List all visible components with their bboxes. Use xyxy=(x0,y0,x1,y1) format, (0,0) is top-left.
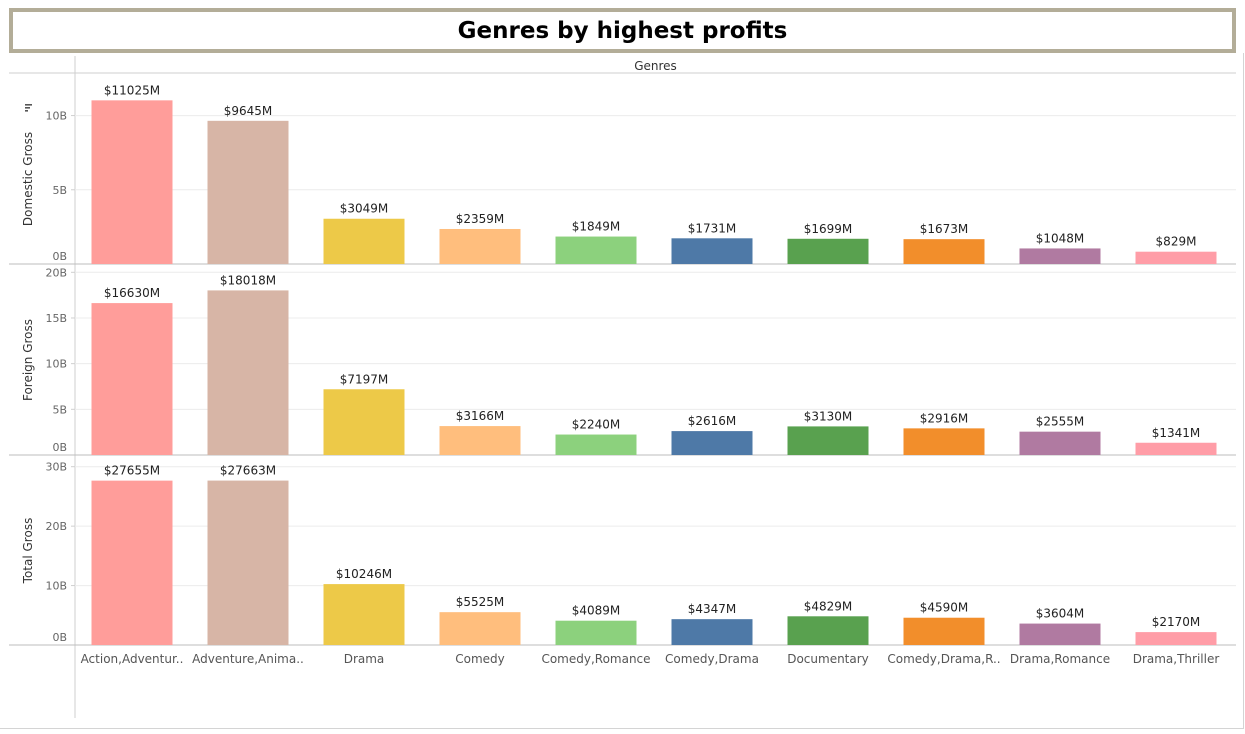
y-axis-title: Total Gross xyxy=(21,518,35,585)
y-tick-label: 0B xyxy=(52,441,67,454)
bar-value-label: $3049M xyxy=(340,202,389,216)
bar[interactable] xyxy=(323,218,405,264)
bar-value-label: $9645M xyxy=(224,104,273,118)
bar[interactable] xyxy=(1019,248,1101,264)
bar[interactable] xyxy=(787,426,869,455)
bar[interactable] xyxy=(439,228,521,264)
bar-value-label: $4590M xyxy=(920,601,969,615)
y-tick-label: 10B xyxy=(45,358,67,371)
y-tick-label: 0B xyxy=(52,250,67,263)
y-tick-label: 5B xyxy=(52,184,67,197)
sort-icon-bar xyxy=(25,107,30,109)
x-category-label: Documentary xyxy=(787,652,869,666)
dashboard-title-box: Genres by highest profits xyxy=(9,8,1236,53)
bar-value-label: $3130M xyxy=(804,409,853,423)
bar-value-label: $2555M xyxy=(1036,415,1085,429)
bar-value-label: $829M xyxy=(1156,235,1197,249)
y-tick-label: 10B xyxy=(45,580,67,593)
bar[interactable] xyxy=(671,238,753,264)
bar[interactable] xyxy=(323,389,405,455)
bar-value-label: $10246M xyxy=(336,567,392,581)
bar-value-label: $18018M xyxy=(220,273,276,287)
bar[interactable] xyxy=(1135,632,1217,645)
bar[interactable] xyxy=(1135,442,1217,455)
y-tick-label: 15B xyxy=(45,312,67,325)
x-category-label: Action,Adventur.. xyxy=(81,652,184,666)
bar-value-label: $1731M xyxy=(688,221,737,235)
bar[interactable] xyxy=(1135,251,1217,264)
bar-value-label: $27663M xyxy=(220,464,276,478)
bar[interactable] xyxy=(555,236,637,264)
bar[interactable] xyxy=(1019,431,1101,455)
bar[interactable] xyxy=(207,290,289,455)
bar-value-label: $5525M xyxy=(456,595,505,609)
bar-value-label: $3604M xyxy=(1036,607,1085,621)
bar[interactable] xyxy=(903,239,985,264)
x-category-label: Drama xyxy=(344,652,385,666)
x-category-label: Comedy xyxy=(455,652,505,666)
x-category-label: Comedy,Romance xyxy=(541,652,650,666)
bar-value-label: $11025M xyxy=(104,83,160,97)
bar[interactable] xyxy=(207,480,289,645)
bar-value-label: $4829M xyxy=(804,599,853,613)
bar[interactable] xyxy=(555,620,637,645)
bar[interactable] xyxy=(439,426,521,455)
y-tick-label: 20B xyxy=(45,266,67,279)
bar-value-label: $1048M xyxy=(1036,231,1085,245)
bar[interactable] xyxy=(1019,623,1101,645)
bar-value-label: $1341M xyxy=(1152,426,1201,440)
y-tick-label: 10B xyxy=(45,110,67,123)
column-header-genres: Genres xyxy=(634,59,677,73)
bar-value-label: $27655M xyxy=(104,464,160,478)
x-category-label: Adventure,Anima.. xyxy=(192,652,304,666)
dashboard-title: Genres by highest profits xyxy=(457,17,788,44)
bar-value-label: $1849M xyxy=(572,220,621,234)
bar[interactable] xyxy=(91,303,173,455)
x-category-label: Drama,Romance xyxy=(1010,652,1110,666)
bar-value-label: $7197M xyxy=(340,372,389,386)
y-tick-label: 0B xyxy=(52,631,67,644)
bar-value-label: $16630M xyxy=(104,286,160,300)
bar-value-label: $4089M xyxy=(572,604,621,618)
y-axis-title: Foreign Gross xyxy=(21,319,35,401)
bar-value-label: $1699M xyxy=(804,222,853,236)
x-category-label: Comedy,Drama,R.. xyxy=(887,652,1000,666)
sort-icon-bar xyxy=(25,110,28,112)
bar[interactable] xyxy=(671,431,753,455)
bar[interactable] xyxy=(323,584,405,645)
bar-value-label: $2916M xyxy=(920,411,969,425)
bar-value-label: $2359M xyxy=(456,212,505,226)
bar-value-label: $3166M xyxy=(456,409,505,423)
sort-descending-icon[interactable] xyxy=(25,104,32,112)
bar-value-label: $2240M xyxy=(572,418,621,432)
bar-value-label: $2170M xyxy=(1152,615,1201,629)
sort-icon-bar xyxy=(25,104,32,106)
y-tick-label: 5B xyxy=(52,403,67,416)
y-axis-title: Domestic Gross xyxy=(21,132,35,226)
x-category-label: Drama,Thriller xyxy=(1133,652,1220,666)
bar[interactable] xyxy=(555,434,637,455)
bar-value-label: $1673M xyxy=(920,222,969,236)
bar[interactable] xyxy=(903,428,985,455)
bar[interactable] xyxy=(903,617,985,645)
y-tick-label: 30B xyxy=(45,461,67,474)
bar[interactable] xyxy=(671,619,753,645)
bar-value-label: $2616M xyxy=(688,414,737,428)
y-tick-label: 20B xyxy=(45,520,67,533)
bar[interactable] xyxy=(91,480,173,645)
bar[interactable] xyxy=(91,100,173,264)
bar[interactable] xyxy=(787,616,869,645)
bar[interactable] xyxy=(207,120,289,264)
dashboard-frame xyxy=(0,53,1244,729)
bar-value-label: $4347M xyxy=(688,602,737,616)
x-category-label: Comedy,Drama xyxy=(665,652,759,666)
bar[interactable] xyxy=(439,612,521,645)
bar[interactable] xyxy=(787,238,869,264)
